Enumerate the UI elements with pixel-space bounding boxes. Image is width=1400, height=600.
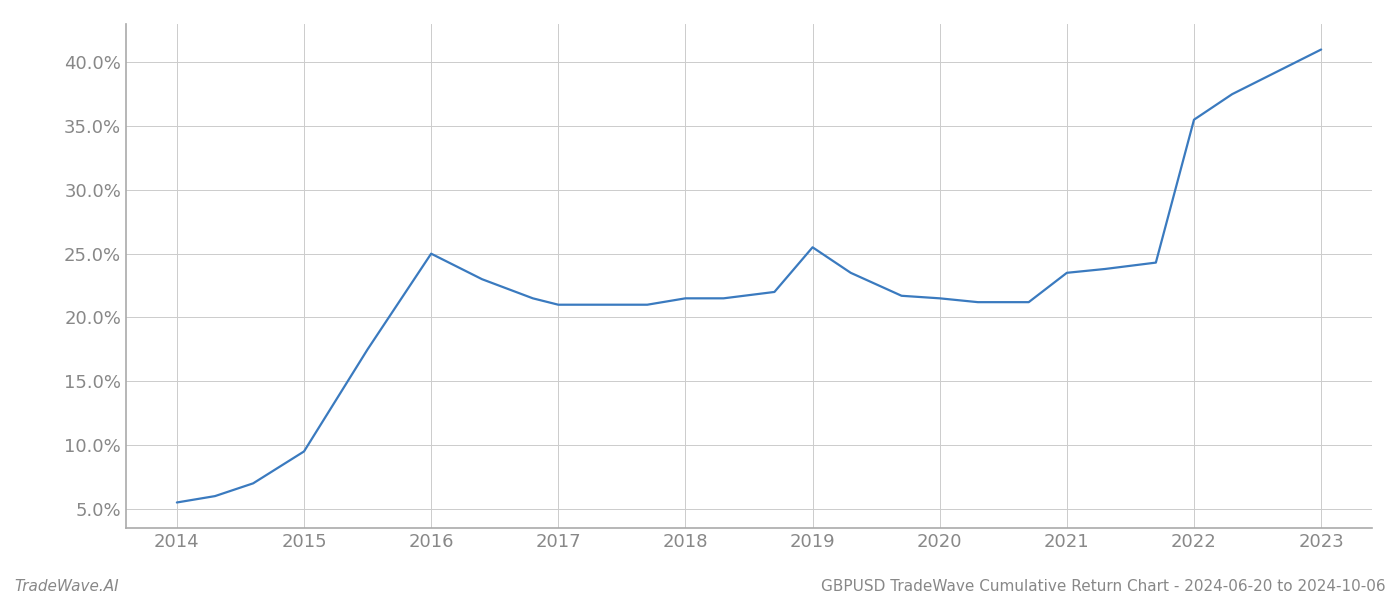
Text: TradeWave.AI: TradeWave.AI: [14, 579, 119, 594]
Text: GBPUSD TradeWave Cumulative Return Chart - 2024-06-20 to 2024-10-06: GBPUSD TradeWave Cumulative Return Chart…: [822, 579, 1386, 594]
